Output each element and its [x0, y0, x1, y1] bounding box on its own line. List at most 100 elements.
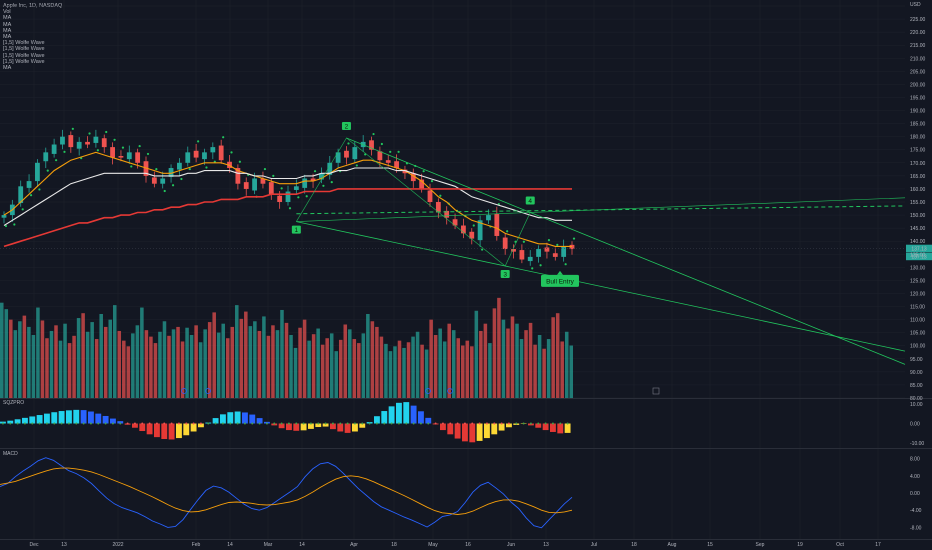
price-axis-label: 145.00	[910, 226, 926, 232]
sqz-dot	[97, 422, 100, 425]
trailing-dot	[96, 149, 99, 152]
volume-bar	[492, 308, 497, 398]
candle-body	[461, 225, 466, 234]
trailing-dot	[105, 130, 108, 134]
price-axis-label: 185.00	[910, 122, 926, 128]
volume-bar	[180, 341, 185, 398]
volume-bar	[9, 319, 13, 398]
sqz-bar	[337, 423, 344, 432]
volume-bar	[298, 327, 302, 398]
price-axis-label: 170.00	[910, 161, 926, 167]
volume-bar	[307, 340, 311, 398]
sqz-dot	[427, 422, 430, 425]
sqz-bar	[36, 415, 43, 424]
sqz-dot	[317, 422, 320, 425]
sqz-bar	[29, 416, 36, 424]
sqz-dot	[60, 422, 63, 425]
candle-body	[561, 246, 567, 257]
event-marker	[425, 388, 431, 394]
volume-bar	[325, 338, 329, 398]
volume-bar	[248, 326, 253, 398]
volume-bar	[103, 326, 108, 398]
volume-bar	[311, 334, 316, 398]
bull-entry-label: Bull Entry	[546, 278, 575, 285]
legend-line: [1,5] Wolfe Wave	[3, 52, 45, 59]
sqz-dot	[170, 422, 173, 425]
candle-body	[452, 219, 458, 226]
bull-entry-arrow	[557, 270, 563, 275]
sqz-dot	[478, 422, 481, 425]
price-axis-label: 200.00	[910, 82, 926, 88]
volume-bar	[442, 341, 447, 398]
candle-body	[410, 173, 416, 182]
sqz-bar	[352, 423, 358, 432]
sqz-bar	[359, 423, 366, 428]
volume-bar	[275, 330, 280, 398]
volume-bar	[85, 331, 90, 398]
volume-bar	[230, 326, 235, 398]
sqz-dot	[434, 422, 437, 425]
volume-bar	[131, 333, 135, 398]
volume-bar	[501, 319, 506, 398]
time-axis-label: 14	[299, 542, 305, 548]
sqz-dot	[397, 422, 400, 425]
wolfe-point-label: 1	[295, 227, 299, 234]
sqz-dot	[104, 422, 107, 425]
sqz-dot	[339, 422, 342, 425]
time-axis-label: 2022	[112, 542, 123, 548]
price-axis-label: 120.00	[910, 291, 926, 297]
sqz-bar	[22, 417, 28, 424]
price-axis-label: 95.00	[910, 357, 923, 363]
volume-bar	[560, 341, 564, 398]
sqz-dot	[119, 422, 122, 425]
trailing-dot	[547, 239, 551, 242]
legend-line: [1,5] Wolfe Wave	[3, 58, 45, 65]
macd-line	[0, 457, 573, 529]
sqz-dot	[390, 422, 393, 425]
sqz-dot	[346, 422, 349, 425]
candle-body	[210, 147, 216, 153]
sqz-bar	[403, 402, 410, 424]
sqz-dot	[31, 422, 34, 425]
volume-bar	[406, 342, 411, 398]
sqz-bar	[95, 413, 102, 424]
candle-body	[243, 182, 249, 189]
sqz-dot	[295, 422, 298, 425]
candle-body	[118, 156, 124, 158]
sqz-dot	[236, 422, 239, 425]
volume-bar	[22, 315, 27, 398]
sqz-bar	[476, 423, 483, 441]
volume-bar	[569, 345, 574, 398]
sqz-dot	[89, 422, 92, 425]
volume-bar	[76, 318, 81, 398]
dividend-marker	[652, 387, 660, 395]
volume-bar	[149, 336, 153, 398]
volume-bar	[194, 325, 198, 398]
sqz-bar	[146, 423, 153, 435]
candle-body	[126, 152, 132, 160]
candle-body	[1, 215, 7, 218]
sqz-dot	[353, 422, 356, 425]
trailing-dot	[163, 189, 166, 193]
sqz-dot	[1, 422, 4, 425]
candle-body	[285, 191, 291, 202]
sqz-dot	[53, 422, 56, 425]
price-axis-label: 225.00	[910, 17, 926, 23]
sqz-bar	[190, 423, 197, 432]
moving-average-line	[3, 167, 572, 226]
volume-bar	[366, 314, 370, 398]
volume-bar	[370, 321, 375, 398]
trailing-dot	[63, 150, 66, 153]
currency-label: USD	[910, 2, 921, 8]
time-axis-label: Oct	[836, 542, 844, 548]
sqz-dot	[309, 422, 312, 425]
volume-bar	[153, 343, 158, 398]
sqz-bar	[234, 411, 241, 424]
volume-bar	[447, 323, 451, 398]
sqz-bar	[117, 421, 124, 424]
volume-bar	[451, 330, 456, 398]
volume-bar	[461, 345, 465, 398]
sqz-dot	[45, 422, 48, 425]
candle-body	[335, 152, 341, 163]
